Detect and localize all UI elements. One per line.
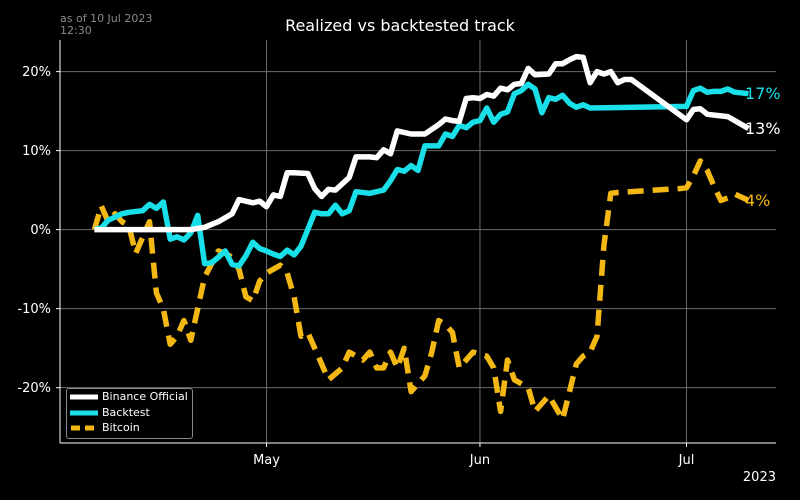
end-label-binance-official: 13% <box>745 119 781 138</box>
series-lines <box>91 53 750 423</box>
legend-label-binance-official: Binance Official <box>102 390 188 403</box>
legend-label-backtest: Backtest <box>102 406 150 419</box>
y-tick-label: -10% <box>17 302 51 317</box>
x-tick-label: May <box>253 453 280 468</box>
legend: Binance Official Backtest Bitcoin <box>66 388 193 439</box>
legend-swatch-backtest <box>70 410 98 416</box>
as-of-time: 12:30 <box>60 24 92 37</box>
series-line-bitcoin <box>91 158 750 423</box>
as-of-timestamp: as of 10 Jul 2023 12:30 <box>60 13 152 37</box>
end-label-backtest: 17% <box>745 84 781 103</box>
chart-title: Realized vs backtested track <box>285 16 515 35</box>
y-tick-label: 20% <box>22 65 51 80</box>
legend-item-binance-official: Binance Official <box>67 390 192 404</box>
legend-swatch-bitcoin <box>71 425 97 431</box>
axes: 20% 10% 0% -10% -20% May Jun Jul <box>17 40 776 468</box>
as-of-date: as of 10 Jul 2023 <box>60 12 153 25</box>
grid <box>60 40 776 443</box>
x-tick-label: Jun <box>469 453 490 468</box>
y-tick-label: -20% <box>17 381 51 396</box>
y-tick-label: 0% <box>30 223 51 238</box>
x-tick-label: Jul <box>678 453 695 468</box>
y-tick-label: 10% <box>22 144 51 159</box>
end-label-bitcoin: 4% <box>745 191 770 210</box>
legend-item-backtest: Backtest <box>67 406 192 420</box>
year-label: 2023 <box>742 470 776 485</box>
legend-item-bitcoin: Bitcoin <box>67 421 192 435</box>
series-line-backtest <box>93 81 749 269</box>
end-labels: 13% 17% 4% <box>745 84 781 210</box>
legend-label-bitcoin: Bitcoin <box>102 421 140 434</box>
series-line-binance-official <box>94 53 750 233</box>
legend-swatch-binance-official <box>70 394 98 400</box>
